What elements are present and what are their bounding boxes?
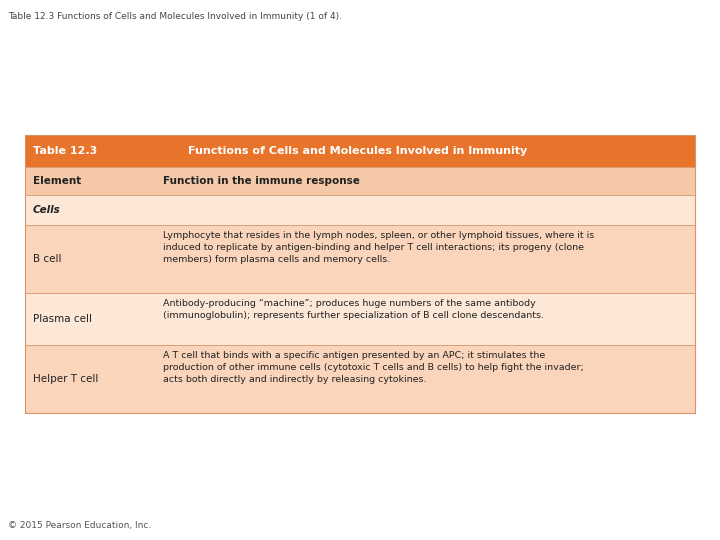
FancyBboxPatch shape	[25, 293, 695, 345]
Text: Functions of Cells and Molecules Involved in Immunity: Functions of Cells and Molecules Involve…	[188, 146, 527, 156]
Text: Plasma cell: Plasma cell	[33, 314, 92, 324]
Text: Lymphocyte that resides in the lymph nodes, spleen, or other lymphoid tissues, w: Lymphocyte that resides in the lymph nod…	[163, 231, 594, 264]
Text: Cells: Cells	[33, 205, 60, 215]
FancyBboxPatch shape	[25, 225, 695, 293]
FancyBboxPatch shape	[25, 135, 695, 167]
Text: Table 12.3: Table 12.3	[33, 146, 97, 156]
FancyBboxPatch shape	[25, 345, 695, 413]
Text: B cell: B cell	[33, 254, 61, 264]
Text: © 2015 Pearson Education, Inc.: © 2015 Pearson Education, Inc.	[8, 521, 151, 530]
Text: Helper T cell: Helper T cell	[33, 374, 99, 384]
Text: Element: Element	[33, 176, 81, 186]
Text: Antibody-producing “machine”; produces huge numbers of the same antibody
(immuno: Antibody-producing “machine”; produces h…	[163, 299, 544, 320]
Text: Table 12.3 Functions of Cells and Molecules Involved in Immunity (1 of 4).: Table 12.3 Functions of Cells and Molecu…	[8, 12, 342, 21]
Text: A T cell that binds with a specific antigen presented by an APC; it stimulates t: A T cell that binds with a specific anti…	[163, 351, 584, 384]
Text: Function in the immune response: Function in the immune response	[163, 176, 360, 186]
FancyBboxPatch shape	[25, 195, 695, 225]
FancyBboxPatch shape	[25, 167, 695, 195]
